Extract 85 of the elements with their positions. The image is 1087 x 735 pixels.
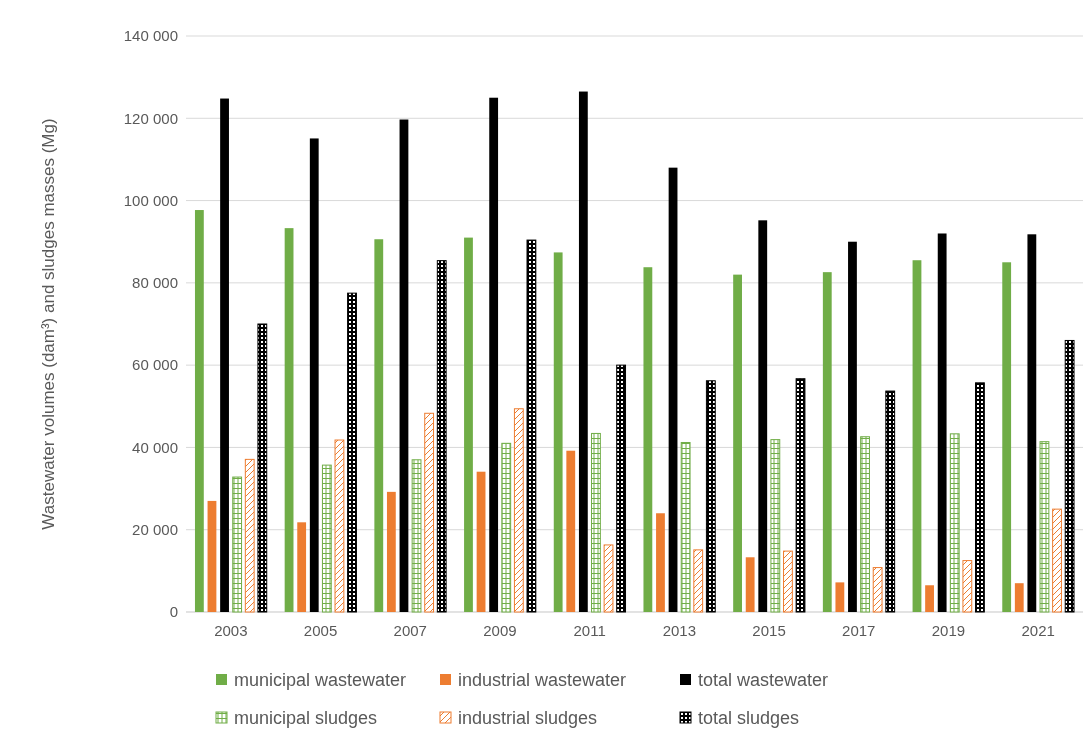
bar xyxy=(822,272,832,612)
legend-label: municipal sludges xyxy=(234,708,378,729)
bar xyxy=(347,292,357,613)
y-tick-label: 120 000 xyxy=(123,109,178,127)
x-tick-label: 2007 xyxy=(393,622,427,639)
bar xyxy=(1052,508,1062,613)
bar xyxy=(925,585,934,612)
bar xyxy=(656,513,665,612)
bar xyxy=(758,220,768,612)
bar xyxy=(1002,262,1012,612)
legend-label: municipal wastewater xyxy=(234,670,407,691)
bar xyxy=(1064,339,1075,613)
bar xyxy=(424,412,435,613)
bar xyxy=(501,442,512,613)
y-axis-title: Wastewater volumes (dam³) and sludges masses (Mg) xyxy=(39,118,58,530)
bar xyxy=(680,441,691,613)
bar xyxy=(411,459,422,613)
bar xyxy=(257,323,268,613)
bar xyxy=(872,567,883,613)
x-tick-label: 2011 xyxy=(573,622,606,639)
bar xyxy=(783,550,793,613)
bar xyxy=(1014,583,1024,612)
x-tick-label: 2019 xyxy=(931,622,966,639)
y-tick-label: 80 000 xyxy=(132,274,178,292)
bar xyxy=(244,458,255,613)
bar xyxy=(297,522,307,612)
x-tick-label: 2017 xyxy=(842,622,876,639)
bar xyxy=(1027,234,1037,612)
bar xyxy=(705,380,716,613)
y-tick-label: 60 000 xyxy=(132,356,178,374)
bar xyxy=(476,471,486,612)
bar xyxy=(334,439,345,613)
bar xyxy=(386,491,396,612)
bar xyxy=(464,237,473,612)
y-tick-label: 140 000 xyxy=(123,27,178,45)
bar xyxy=(693,549,704,613)
bar xyxy=(1039,441,1050,613)
bar xyxy=(436,260,447,613)
y-tick-label: 0 xyxy=(169,603,178,621)
bar xyxy=(399,119,409,612)
bar xyxy=(578,91,588,612)
bar xyxy=(566,450,576,612)
legend-label: industrial wastewater xyxy=(458,670,627,691)
bar xyxy=(962,560,973,613)
bar xyxy=(975,382,985,613)
y-tick-label: 100 000 xyxy=(123,191,178,209)
bar xyxy=(770,439,781,613)
bar xyxy=(207,500,217,612)
bar xyxy=(232,476,243,613)
x-tick-label: 2013 xyxy=(662,622,697,639)
bar xyxy=(489,97,499,612)
x-tick-label: 2003 xyxy=(214,622,248,639)
legend-label: industrial sludges xyxy=(458,708,598,729)
bar xyxy=(643,267,653,612)
bar xyxy=(526,239,537,613)
bar xyxy=(553,252,563,612)
bar xyxy=(668,167,678,612)
y-tick-label: 20 000 xyxy=(132,520,178,538)
x-tick-label: 2005 xyxy=(303,622,338,639)
bar xyxy=(912,260,922,612)
bar xyxy=(374,239,384,612)
bar xyxy=(321,464,332,613)
bar xyxy=(795,378,806,613)
bar xyxy=(733,274,742,612)
legend-label: total sludges xyxy=(698,708,800,729)
bar xyxy=(603,544,614,613)
bar xyxy=(284,228,294,612)
legend-label: total wastewater xyxy=(698,670,829,691)
x-tick-label: 2009 xyxy=(483,622,517,639)
bar xyxy=(937,233,947,612)
bar xyxy=(616,364,627,613)
bar xyxy=(885,390,896,613)
bar xyxy=(745,557,755,612)
x-tick-label: 2015 xyxy=(752,622,786,639)
bar xyxy=(591,432,601,613)
bar xyxy=(860,436,870,613)
bar xyxy=(848,241,857,612)
y-tick-label: 40 000 xyxy=(132,438,178,456)
bar xyxy=(194,210,204,612)
bar xyxy=(835,582,845,612)
bar xyxy=(513,408,524,613)
bar xyxy=(220,98,229,612)
bar xyxy=(309,138,319,612)
x-tick-label: 2021 xyxy=(1021,622,1055,639)
bar xyxy=(949,433,960,613)
